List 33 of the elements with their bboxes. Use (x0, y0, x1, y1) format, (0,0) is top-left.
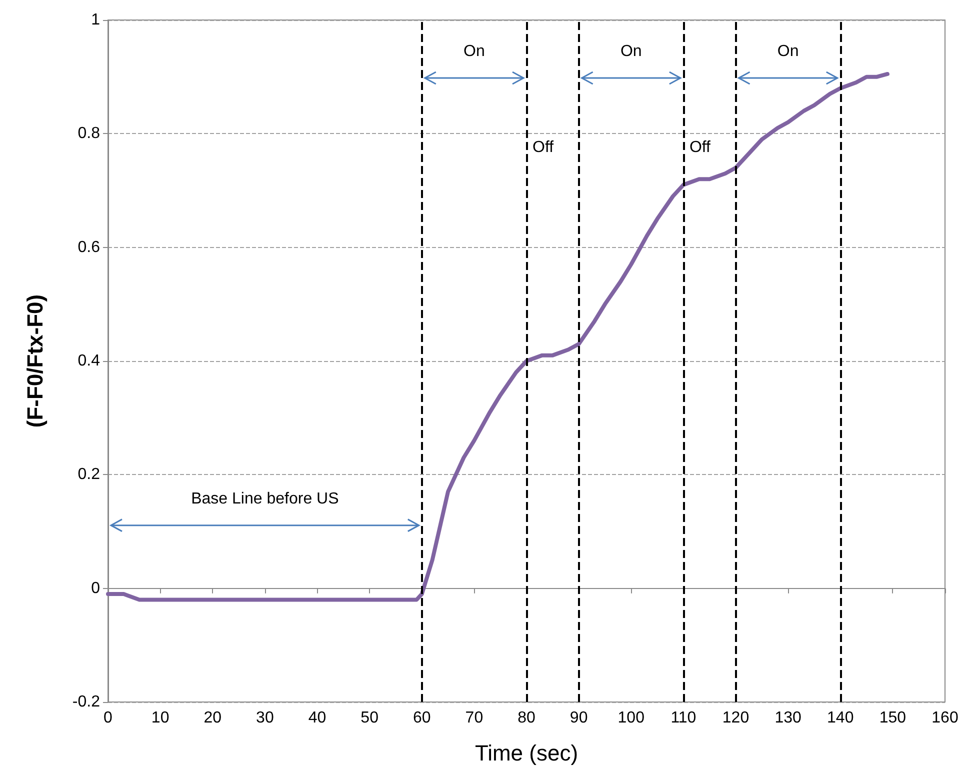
annotation: Off (532, 139, 554, 156)
x-tick-label: 160 (932, 710, 958, 726)
annotation: On (464, 43, 485, 60)
x-tick-label: 10 (151, 710, 170, 726)
y-tick-label: 1 (91, 12, 100, 28)
x-axis-title: Time (sec) (474, 740, 578, 766)
x-tick-label: 30 (256, 710, 274, 726)
x-tick-label: 70 (465, 710, 484, 726)
annotation: Off (689, 139, 712, 156)
x-tick-label: 80 (518, 710, 536, 726)
y-tick-label: 0.6 (78, 238, 100, 256)
x-tick-label: 60 (412, 710, 431, 726)
x-tick-label: 20 (204, 710, 222, 726)
x-tick-label: 150 (879, 710, 906, 726)
line-series (106, 72, 890, 602)
x-tick-label: 120 (722, 710, 750, 726)
x-tick-label: 140 (827, 710, 854, 726)
x-tick-label: 0 (104, 710, 113, 726)
x-tick-label: 110 (670, 710, 696, 726)
annotation: On (620, 43, 642, 60)
annotation: On (777, 43, 799, 60)
y-tick-label: -0.2 (72, 694, 100, 710)
y-axis-title: (F-F0/Ftx-F0) (22, 294, 48, 428)
x-tick-label: 50 (360, 710, 379, 726)
x-tick-label: 40 (308, 710, 326, 726)
y-tick-label: 0 (91, 580, 100, 597)
y-tick-label: 0.4 (78, 352, 100, 370)
annotation: Base Line before US (191, 490, 339, 508)
x-tick-label: 130 (774, 710, 802, 726)
y-tick-label: 0.8 (78, 125, 100, 142)
y-tick-label: 0.2 (78, 466, 100, 484)
x-tick-label: 100 (618, 710, 645, 726)
x-tick-label: 90 (570, 710, 588, 726)
